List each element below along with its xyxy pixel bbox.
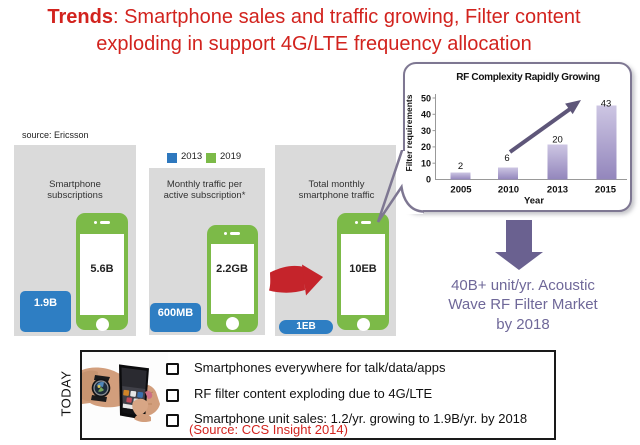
svg-text:20: 20 xyxy=(421,142,431,152)
svg-text:20: 20 xyxy=(552,135,563,146)
svg-text:2013: 2013 xyxy=(547,185,568,196)
svg-text:50: 50 xyxy=(421,94,431,104)
svg-text:40: 40 xyxy=(421,110,431,120)
svg-text:6: 6 xyxy=(504,153,509,164)
svg-text:2015: 2015 xyxy=(595,185,617,196)
svg-text:Year: Year xyxy=(524,196,544,207)
svg-text:30: 30 xyxy=(421,126,431,136)
svg-text:2005: 2005 xyxy=(450,185,472,196)
svg-text:0: 0 xyxy=(426,175,431,185)
svg-text:2010: 2010 xyxy=(498,185,519,196)
svg-text:2: 2 xyxy=(458,161,463,172)
svg-text:10: 10 xyxy=(421,158,431,168)
svg-text:43: 43 xyxy=(601,99,612,110)
